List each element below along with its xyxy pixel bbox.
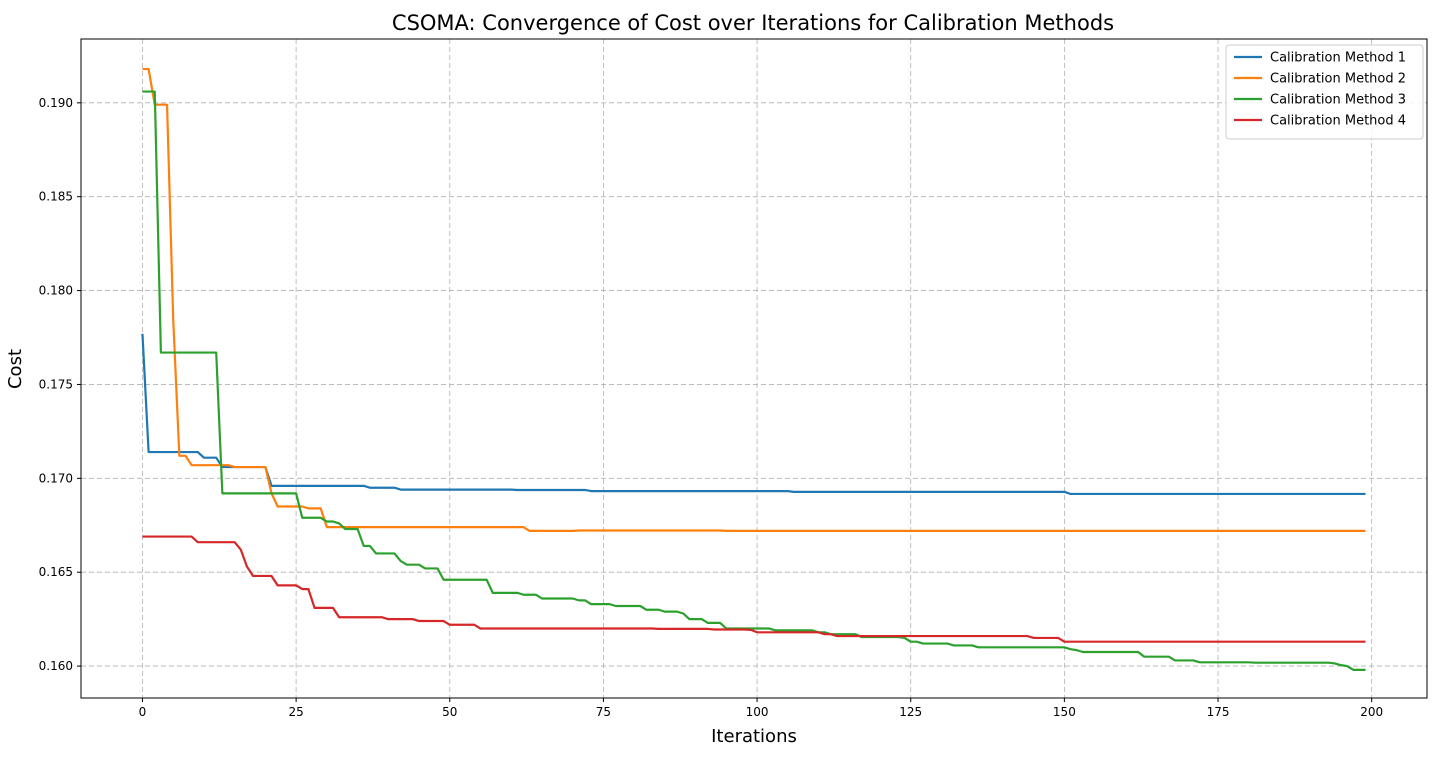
x-tick-label: 150 — [1053, 705, 1076, 719]
legend-box — [1225, 44, 1424, 140]
series-line-method-4 — [142, 535, 1366, 643]
y-tick-label: 0.175 — [39, 377, 73, 391]
x-tick-label: 175 — [1207, 705, 1230, 719]
plot-area-frame — [80, 38, 1428, 699]
y-tick-label: 0.165 — [39, 565, 73, 579]
y-tick-label: 0.170 — [39, 471, 73, 485]
legend-label-method-2: Calibration Method 2 — [1270, 72, 1406, 87]
x-tick-label: 25 — [288, 705, 303, 719]
x-tick-label: 200 — [1360, 705, 1383, 719]
x-axis-title: Iterations — [711, 726, 797, 747]
legend-label-method-1: Calibration Method 1 — [1270, 51, 1406, 66]
series-line-method-1 — [141, 333, 1366, 496]
x-tick-label: 100 — [746, 705, 769, 719]
axis-ticks: 0 25 50 75 100 125 150 175 200 0.160 0.165 0.170 0.1… — [39, 96, 1383, 719]
y-tick-label: 0.190 — [39, 96, 73, 110]
x-tick-label: 125 — [899, 705, 922, 719]
y-tick-label: 0.180 — [39, 284, 73, 298]
series-lines — [141, 67, 1366, 671]
y-axis-title: Cost — [5, 349, 26, 389]
chart-title: CSOMA: Convergence of Cost over Iteratio… — [392, 11, 1114, 35]
y-tick-label: 0.160 — [39, 659, 73, 673]
series-line-method-3 — [142, 90, 1366, 671]
grid-lines — [81, 39, 1427, 698]
series-line-method-2 — [142, 67, 1366, 532]
x-tick-label: 0 — [139, 705, 147, 719]
legend: Calibration Method 1 Calibration Method 2… — [1225, 44, 1424, 140]
legend-label-method-3: Calibration Method 3 — [1270, 93, 1406, 108]
x-tick-label: 75 — [596, 705, 611, 719]
legend-label-method-4: Calibration Method 4 — [1270, 114, 1406, 129]
x-tick-label: 50 — [442, 705, 457, 719]
y-tick-label: 0.185 — [39, 190, 73, 204]
